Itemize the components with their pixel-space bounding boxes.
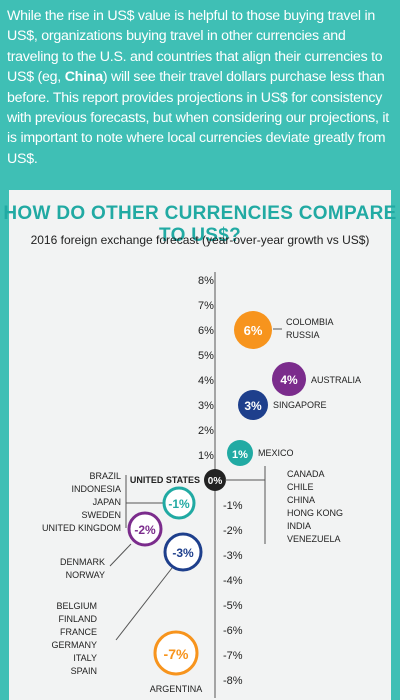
bubble-label: 4% (280, 373, 298, 387)
bubble-label: -1% (168, 497, 190, 511)
bubble-label: 3% (244, 399, 262, 413)
y-tick-label: 3% (198, 400, 214, 412)
y-tick-label: 8% (198, 275, 214, 287)
y-tick-label: -4% (223, 575, 243, 587)
y-tick-label: -1% (223, 500, 243, 512)
connector-neg3pct (115, 567, 173, 641)
bubble-0pct (204, 469, 226, 491)
bracket-neg1pct (125, 475, 163, 528)
chart-panel (9, 190, 391, 700)
country-label: RUSSIA (286, 330, 320, 340)
chart-title: HOW DO OTHER CURRENCIES COMPARE TO US$? (3, 203, 397, 246)
bubble-neg7pct (153, 630, 199, 676)
y-tick-label: -6% (223, 625, 243, 637)
bubble-neg2pct (127, 511, 163, 547)
country-label-united-states: UNITED STATES (130, 475, 200, 485)
connector-neg2pct (109, 543, 132, 567)
bubble-1pct (227, 440, 253, 466)
bubble-label: 6% (244, 323, 263, 338)
y-tick-label: -2% (223, 525, 243, 537)
country-label: JAPAN (93, 497, 121, 507)
y-tick-label: 6% (198, 325, 214, 337)
country-label: GERMANY (51, 640, 97, 650)
y-tick-label: 5% (198, 350, 214, 362)
y-tick-label: 4% (198, 375, 214, 387)
bubble-neg3pct (163, 532, 203, 572)
y-tick-label: 1% (198, 450, 214, 462)
country-label: VENEZUELA (287, 534, 341, 544)
country-label: BRAZIL (89, 471, 121, 481)
country-label: INDONESIA (71, 484, 121, 494)
bubble-label: -3% (172, 546, 194, 560)
country-label: COLOMBIA (286, 317, 334, 327)
country-label: HONG KONG (287, 508, 343, 518)
y-tick-label: -5% (223, 600, 243, 612)
country-label: SPAIN (71, 666, 97, 676)
intro-paragraph: While the rise in US$ value is helpful t… (7, 6, 395, 169)
country-label: BELGIUM (56, 601, 97, 611)
country-label: CHINA (287, 495, 315, 505)
bubble-label: -2% (134, 523, 156, 537)
intro-text-1: While the rise in US$ value is helpful t… (7, 8, 383, 86)
chart-subtitle: 2016 foreign exchange forecast (year-ove… (30, 233, 370, 247)
bubble-6pct (234, 311, 272, 349)
country-label: FINLAND (58, 614, 97, 624)
country-label: CHILE (287, 482, 314, 492)
bracket-0pct (225, 466, 266, 544)
y-tick-label: -7% (223, 650, 243, 662)
bubble-3pct (238, 390, 268, 420)
country-label: CANADA (287, 469, 325, 479)
bubble-label: 1% (232, 449, 248, 461)
bubble-label: 0% (208, 476, 223, 487)
intro-highlight-china: China (64, 69, 103, 86)
bubble-4pct (272, 362, 306, 396)
intro-text-2: ) will see their travel dollars purchase… (7, 69, 389, 167)
country-label: MEXICO (258, 448, 294, 458)
country-label: UNITED KINGDOM (42, 523, 121, 533)
country-label: ARGENTINA (150, 684, 203, 694)
bubble-neg1pct (162, 486, 196, 520)
y-tick-label: 2% (198, 425, 214, 437)
y-tick-label: -8% (223, 675, 243, 687)
y-tick-label: 7% (198, 300, 214, 312)
country-label: DENMARK (60, 557, 105, 567)
y-tick-label: -3% (223, 550, 243, 562)
country-label: SINGAPORE (273, 400, 327, 410)
country-label: FRANCE (60, 627, 97, 637)
bubble-label: -7% (164, 646, 189, 662)
country-label: AUSTRALIA (311, 375, 361, 385)
country-label: ITALY (73, 653, 97, 663)
country-label: SWEDEN (81, 510, 121, 520)
country-label: NORWAY (66, 570, 105, 580)
country-label: INDIA (287, 521, 311, 531)
